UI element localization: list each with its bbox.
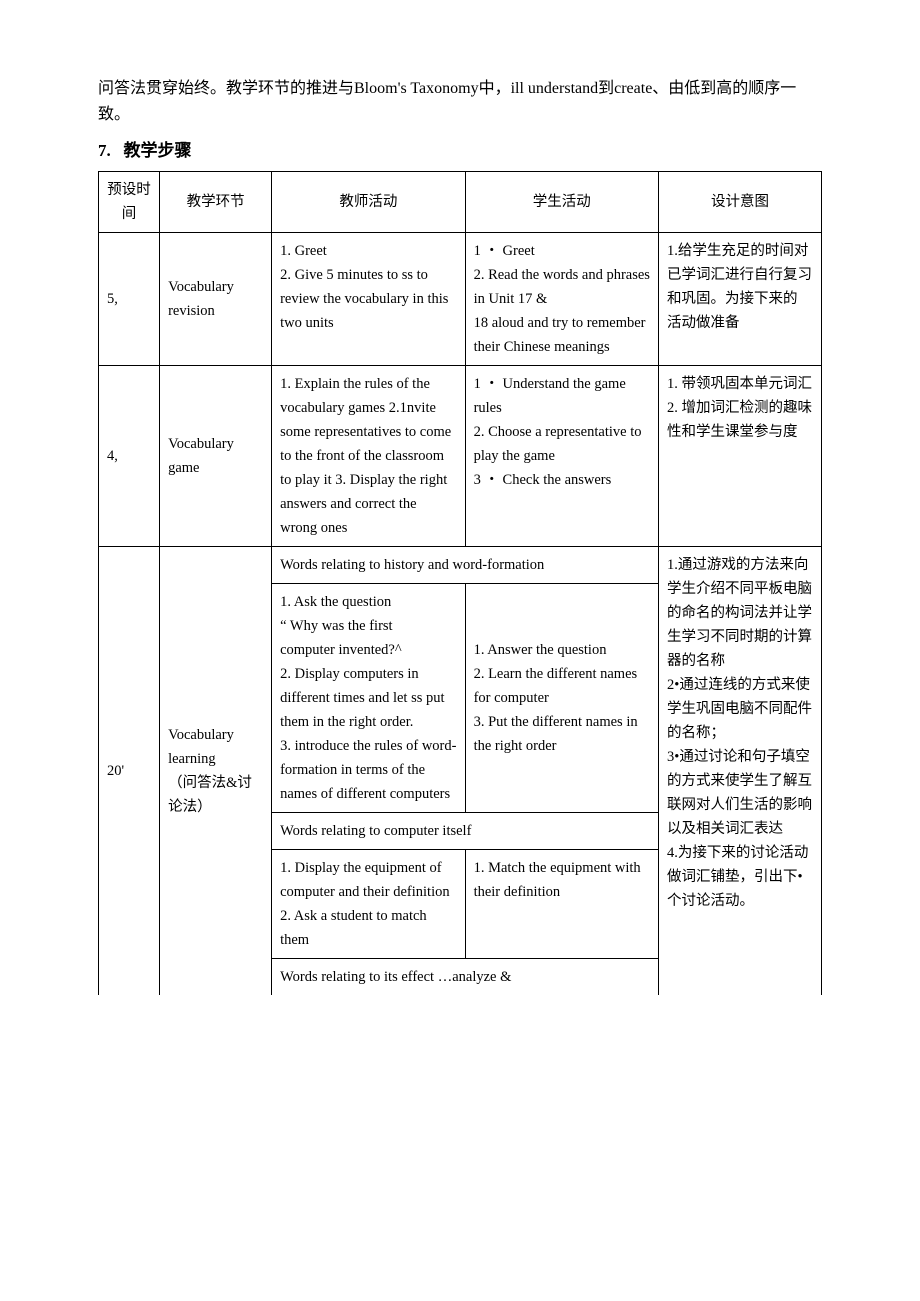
cell-student: 1 ・ Greet 2. Read the words and phrases …	[465, 233, 658, 366]
col-teacher: 教师活动	[272, 172, 465, 233]
cell-student: 1. Answer the question 2. Learn the diff…	[465, 584, 658, 813]
cell-teacher: 1. Greet 2. Give 5 minutes to ss to revi…	[272, 233, 465, 366]
cell-teacher: 1. Display the equipment of computer and…	[272, 850, 465, 959]
col-stage: 教学环节	[160, 172, 272, 233]
table-header-row: 预设时间 教学环节 教师活动 学生活动 设计意图	[99, 172, 822, 233]
cell-time: 4,	[99, 366, 160, 547]
cell-intent: 1.给学生充足的时间对已学词汇进行自行复习和巩固。为接下来的 活动做准备	[659, 233, 822, 366]
cell-student: 1. Match the equipment with their defini…	[465, 850, 658, 959]
lesson-plan-table: 预设时间 教学环节 教师活动 学生活动 设计意图 5, Vocabulary r…	[98, 171, 822, 995]
cell-time: 20'	[99, 547, 160, 996]
intro-paragraph: 问答法贯穿始终。教学环节的推进与Bloom's Taxonomy中，ill un…	[98, 76, 822, 128]
col-student: 学生活动	[465, 172, 658, 233]
subheading: Words relating to its effect …analyze &	[272, 959, 659, 996]
document-page: 问答法贯穿始终。教学环节的推进与Bloom's Taxonomy中，ill un…	[0, 0, 920, 1301]
cell-intent: 1. 带领巩固本单元词汇2. 增加词汇检测的趣味性和学生课堂参与度	[659, 366, 822, 547]
table-row: 20' Vocabulary learning（问答法&讨论法） Words r…	[99, 547, 822, 584]
cell-stage: Vocabulary revision	[160, 233, 272, 366]
cell-intent: 1.通过游戏的方法来向学生介绍不同平板电脑的命名的构词法并让学生学习不同时期的计…	[659, 547, 822, 996]
cell-teacher: 1. Explain the rules of the vocabulary g…	[272, 366, 465, 547]
cell-stage: Vocabulary game	[160, 366, 272, 547]
col-intent: 设计意图	[659, 172, 822, 233]
subheading: Words relating to history and word-forma…	[272, 547, 659, 584]
cell-time: 5,	[99, 233, 160, 366]
table-row: 4, Vocabulary game 1. Explain the rules …	[99, 366, 822, 547]
cell-student: 1 ・ Understand the game rules 2. Choose …	[465, 366, 658, 547]
section-number: 7.	[98, 141, 111, 160]
cell-teacher: 1. Ask the question “ Why was the first …	[272, 584, 465, 813]
table-row: 5, Vocabulary revision 1. Greet 2. Give …	[99, 233, 822, 366]
section-heading: 7. 教学步骤	[98, 136, 822, 161]
cell-stage: Vocabulary learning（问答法&讨论法）	[160, 547, 272, 996]
section-title: 教学步骤	[124, 141, 192, 160]
col-time: 预设时间	[99, 172, 160, 233]
subheading: Words relating to computer itself	[272, 813, 659, 850]
